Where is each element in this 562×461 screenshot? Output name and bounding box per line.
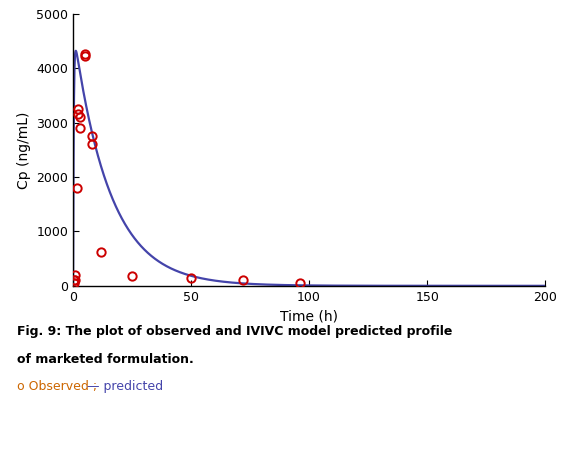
- Text: of marketed formulation.: of marketed formulation.: [17, 353, 194, 366]
- Text: — predicted: — predicted: [87, 380, 163, 393]
- Text: o Observed ;: o Observed ;: [17, 380, 101, 393]
- X-axis label: Time (h): Time (h): [280, 309, 338, 323]
- Text: Fig. 9: The plot of observed and IVIVC model predicted profile: Fig. 9: The plot of observed and IVIVC m…: [17, 325, 452, 338]
- Y-axis label: Cp (ng/mL): Cp (ng/mL): [17, 111, 31, 189]
